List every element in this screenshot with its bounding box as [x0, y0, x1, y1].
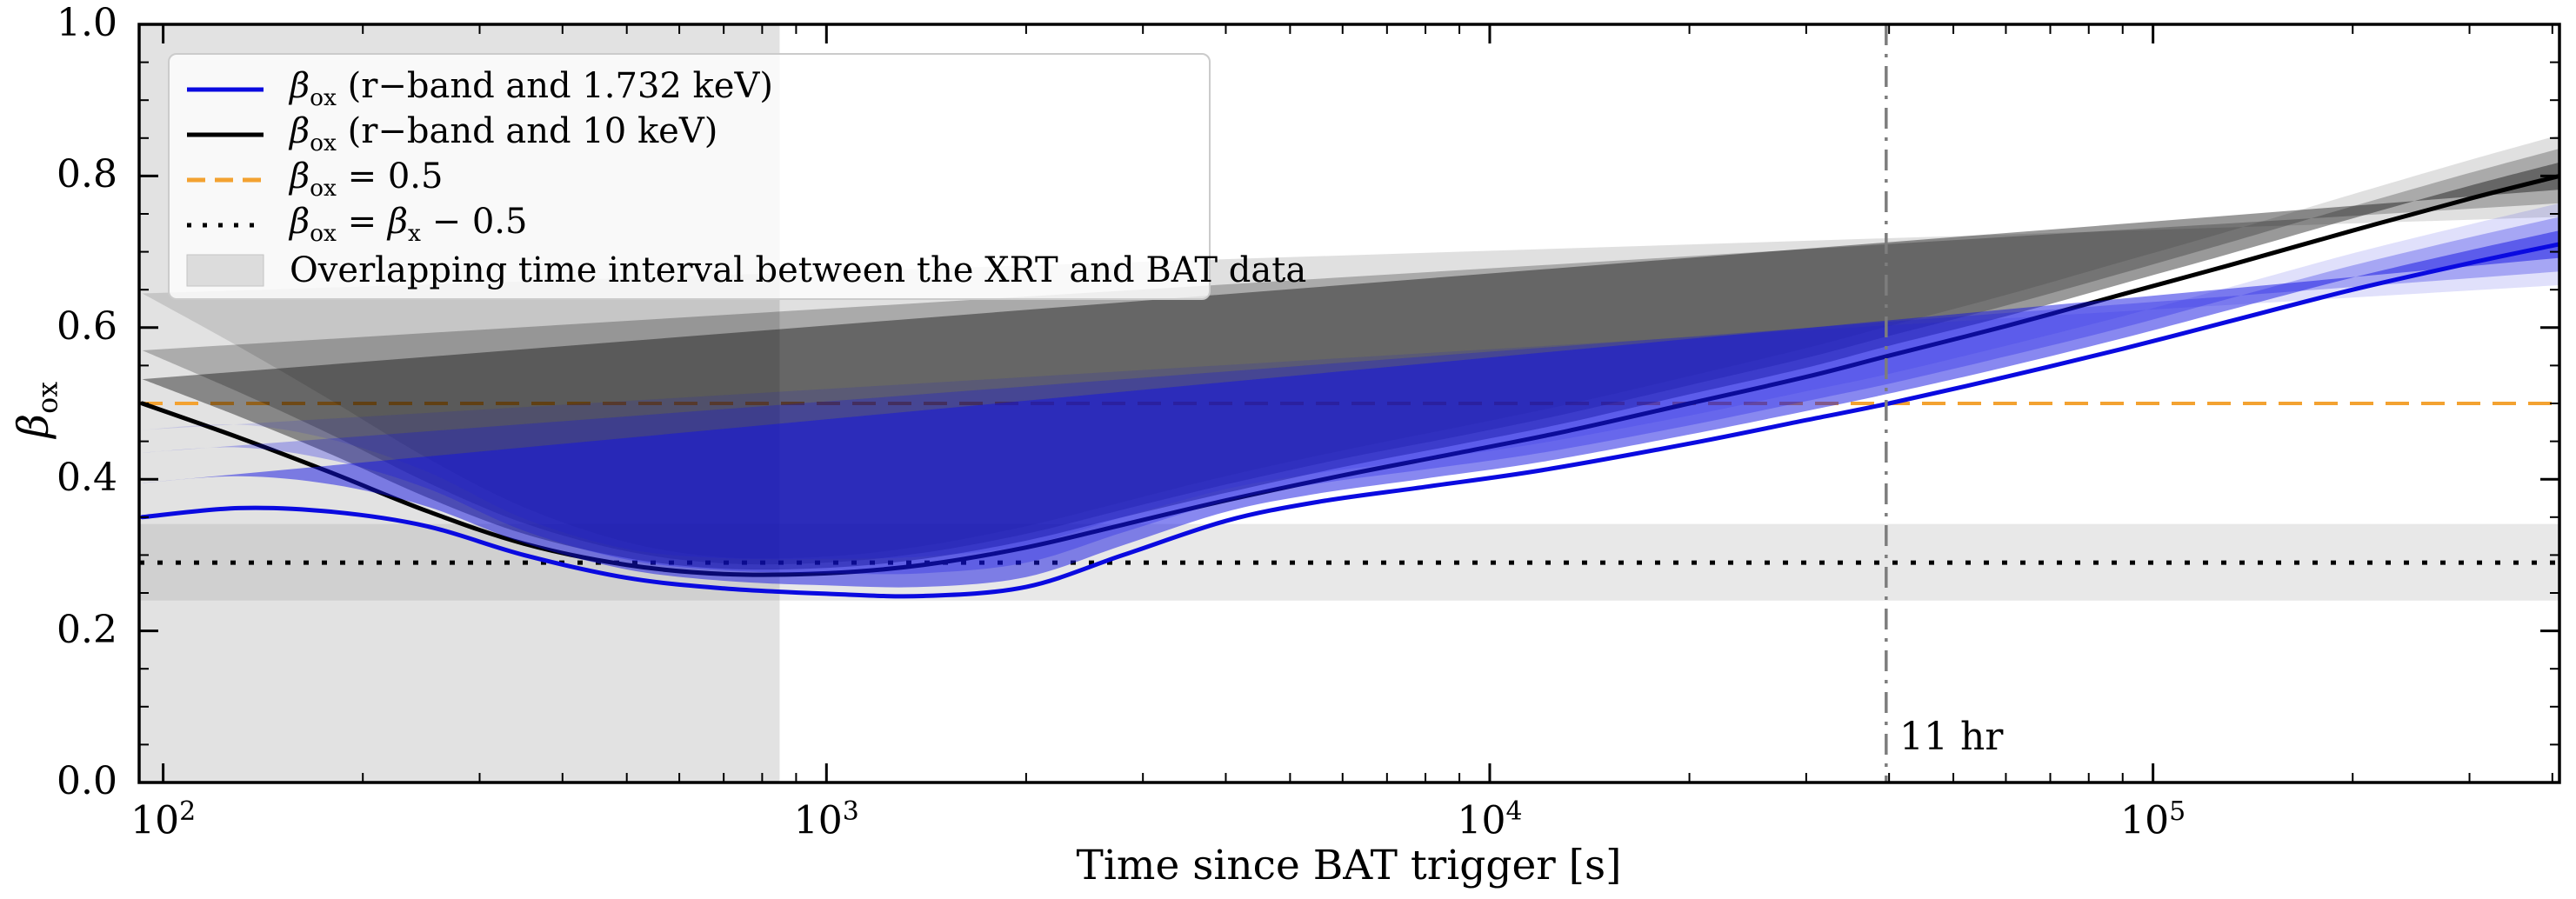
legend-item-2: βox (r−band and 10 keV)	[185, 112, 717, 157]
x-tick-label: 105	[2120, 796, 2186, 843]
legend-item-label: Overlapping time interval between the XR…	[290, 250, 1307, 290]
annotation-11hr: 11 hr	[1899, 715, 2004, 759]
legend-item-3: βox = 0.5	[185, 157, 443, 203]
x-tick-label: 102	[130, 796, 197, 843]
y-tick-label: 0.4	[57, 456, 117, 501]
y-tick-label: 0.6	[57, 303, 117, 349]
legend-item-label: βox (r−band and 10 keV)	[290, 111, 718, 157]
legend-item-5: Overlapping time interval between the XR…	[185, 248, 1306, 293]
legend-line-swatch	[187, 87, 264, 92]
y-tick-label: 1.0	[57, 1, 117, 45]
legend-line-swatch	[187, 177, 264, 183]
plot-spines	[137, 23, 2561, 784]
y-tick-label: 0.0	[57, 759, 117, 803]
legend-item-label: βox (r−band and 1.732 keV)	[290, 66, 773, 112]
blue-series-line	[140, 242, 2559, 599]
x-axis-label: Time since BAT trigger [s]	[1076, 842, 1622, 889]
legend-item-4: βox = βx − 0.5	[185, 203, 527, 248]
legend-sample-patch	[186, 254, 264, 287]
x-tick-label: 103	[793, 796, 859, 843]
legend-item-label: βox = 0.5	[290, 156, 444, 203]
x-tick-label: 104	[1457, 796, 1523, 843]
y-tick-label: 0.8	[57, 152, 117, 197]
legend-line-swatch	[187, 223, 264, 228]
y-tick-label: 0.2	[57, 607, 117, 652]
blue-uncertainty-band-1sigma	[142, 230, 2559, 588]
axis-ticks	[139, 23, 2559, 784]
plot-area	[139, 24, 2559, 782]
y-axis-label: βox	[10, 357, 64, 462]
legend-item-1: βox (r−band and 1.732 keV)	[185, 67, 773, 112]
y-axis-label-beta: β	[9, 413, 58, 438]
legend-box: βox (r−band and 1.732 keV) βox (r−band an…	[168, 53, 1306, 300]
legend-line-swatch	[187, 132, 264, 137]
legend-patch-swatch	[186, 254, 264, 287]
y-axis-label-sub: ox	[32, 381, 64, 414]
legend-item-label: βox = βx − 0.5	[290, 202, 528, 248]
